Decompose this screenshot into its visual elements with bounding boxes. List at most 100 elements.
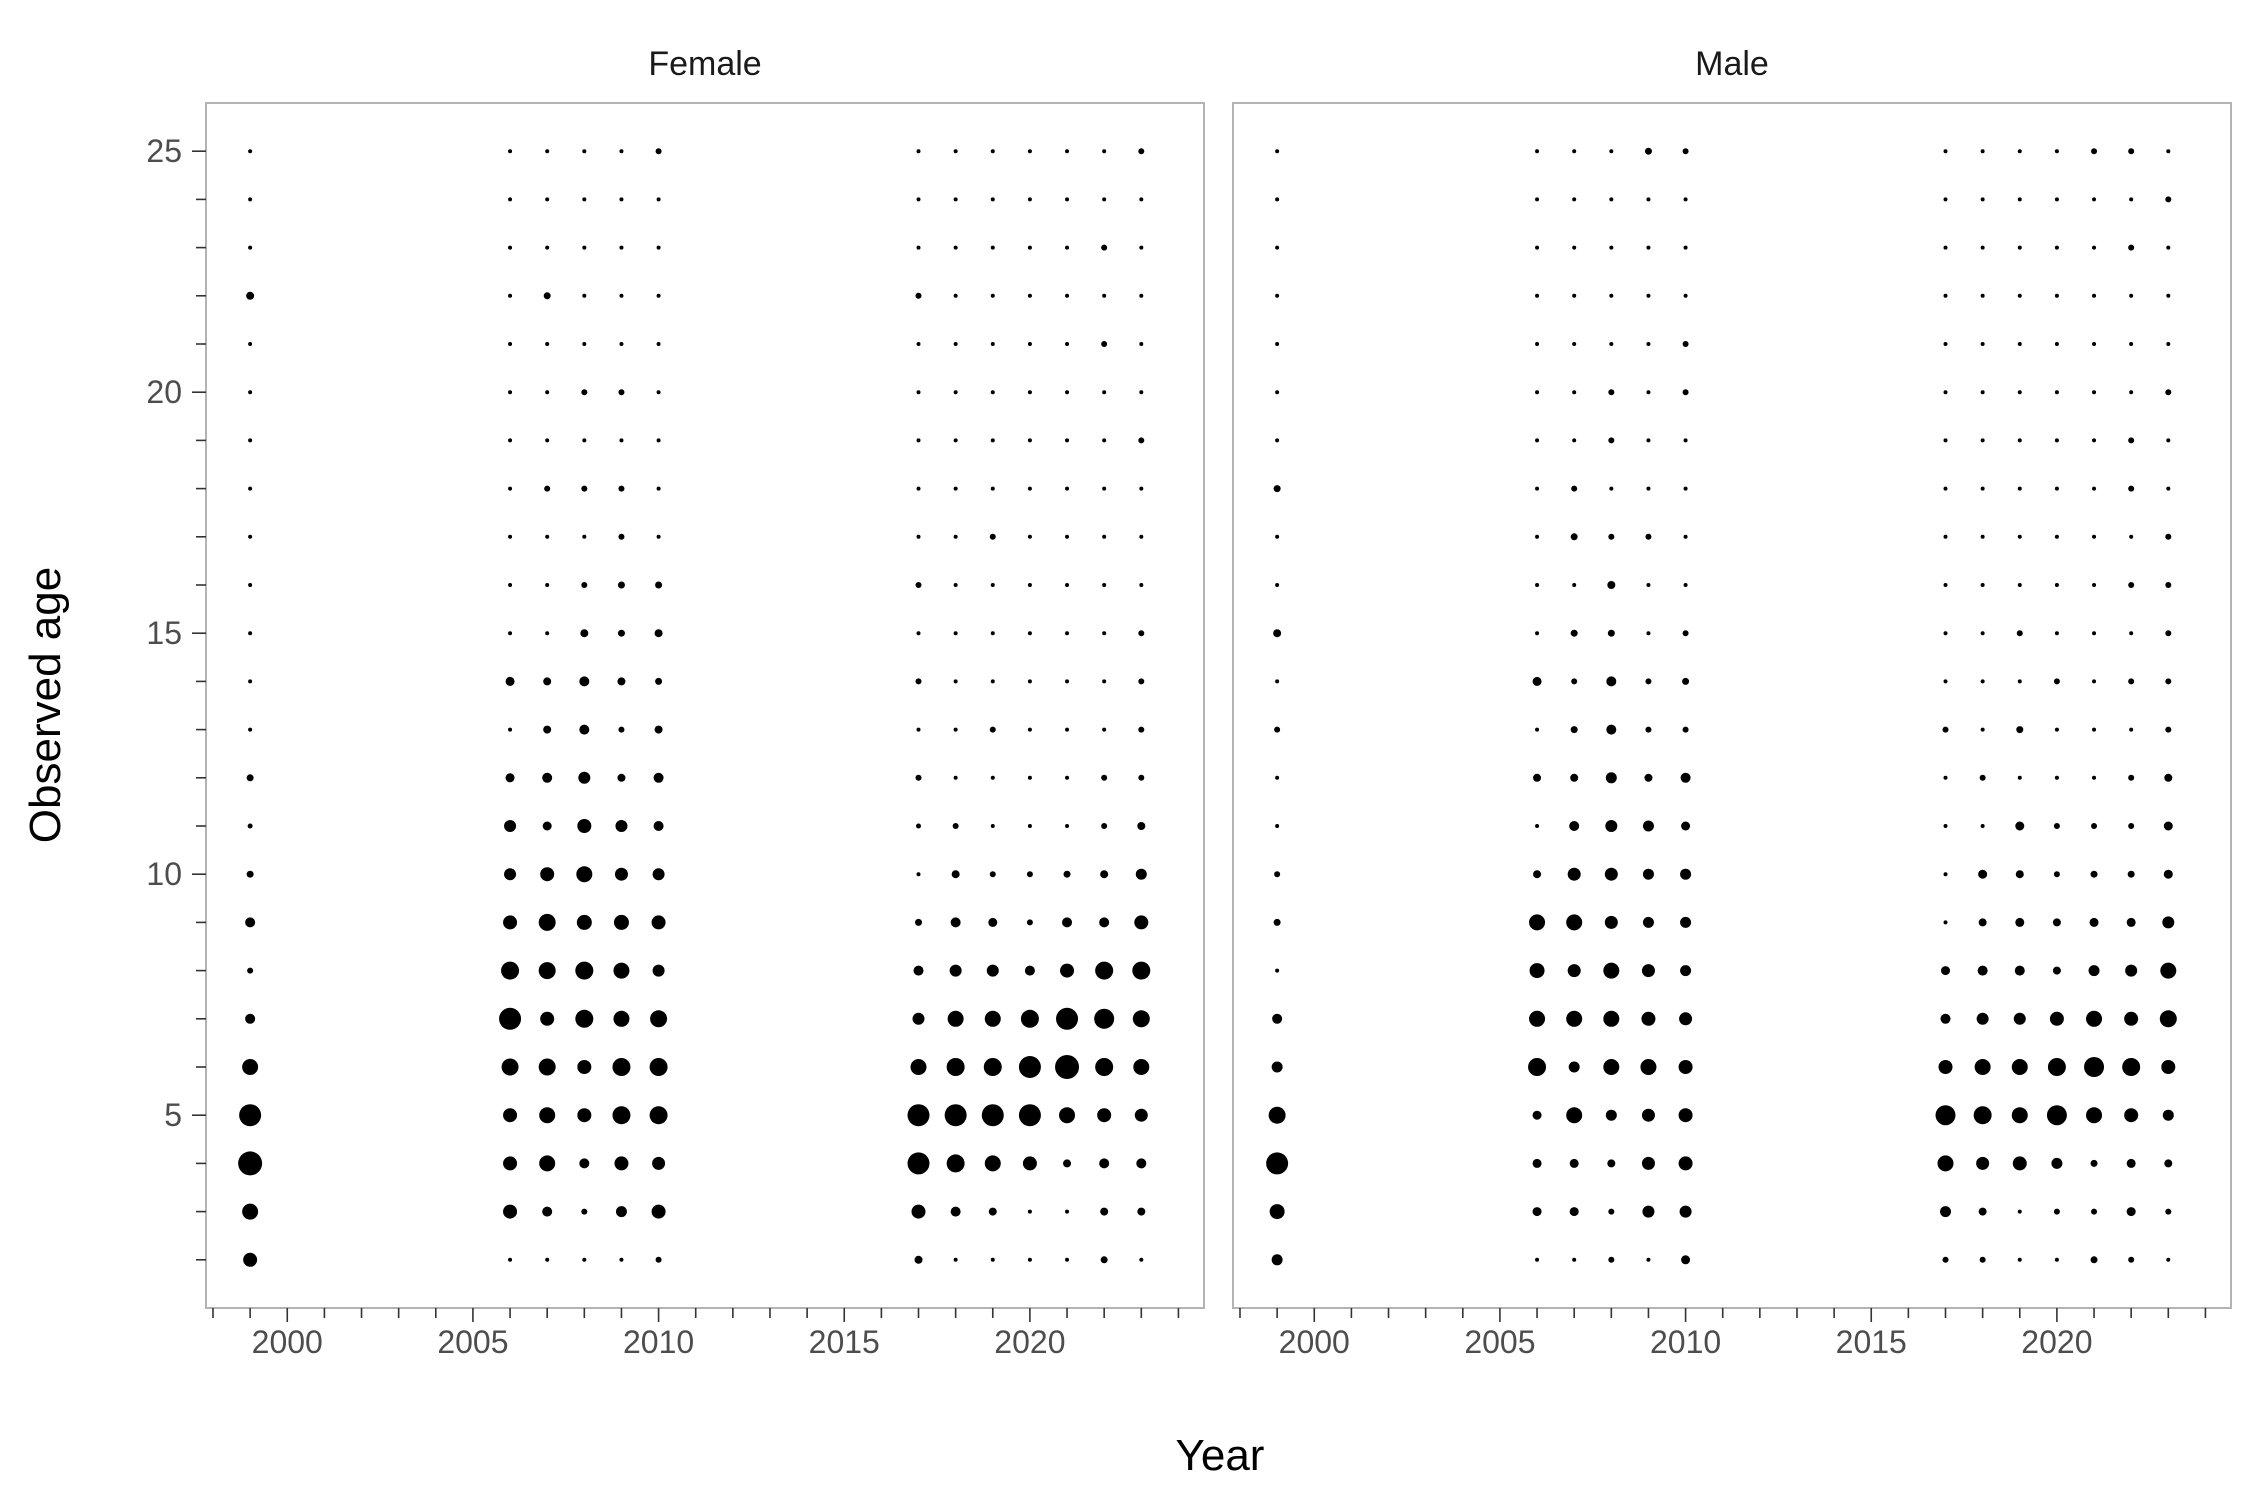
data-point bbox=[2166, 486, 2171, 491]
data-point bbox=[656, 390, 661, 395]
data-point bbox=[579, 1158, 590, 1169]
data-point bbox=[2128, 437, 2135, 444]
data-point bbox=[1609, 197, 1614, 202]
data-point bbox=[1102, 727, 1107, 732]
data-point bbox=[654, 629, 663, 638]
data-point bbox=[2054, 149, 2059, 154]
data-point bbox=[652, 964, 665, 977]
data-point bbox=[1942, 1256, 1949, 1263]
data-point bbox=[1641, 1011, 1656, 1026]
data-point bbox=[508, 438, 513, 443]
data-point bbox=[1646, 583, 1651, 587]
data-point bbox=[1978, 918, 1987, 927]
data-point bbox=[1022, 1156, 1037, 1171]
data-point bbox=[2129, 342, 2134, 346]
data-point bbox=[2053, 1208, 2060, 1215]
data-point bbox=[953, 534, 958, 539]
data-point bbox=[1943, 438, 1948, 443]
data-point bbox=[2016, 726, 2024, 734]
data-point bbox=[1641, 1108, 1655, 1122]
data-point bbox=[248, 342, 253, 346]
data-point bbox=[990, 293, 995, 298]
data-point bbox=[1572, 583, 1577, 587]
data-point bbox=[245, 917, 256, 928]
data-point bbox=[1943, 534, 1948, 539]
data-point bbox=[1102, 631, 1107, 636]
data-point bbox=[1065, 775, 1070, 780]
data-point bbox=[1273, 629, 1282, 638]
data-point bbox=[1940, 1206, 1952, 1218]
data-point bbox=[2163, 869, 2173, 879]
data-point bbox=[2128, 823, 2135, 829]
data-point bbox=[990, 583, 995, 587]
data-point bbox=[2092, 390, 2097, 395]
data-point bbox=[1572, 197, 1577, 202]
data-point bbox=[649, 1058, 668, 1076]
data-point bbox=[1138, 437, 1145, 444]
data-point bbox=[2011, 1107, 2028, 1124]
data-point bbox=[1604, 867, 1618, 881]
data-point bbox=[2091, 1208, 2098, 1215]
data-point bbox=[248, 197, 253, 202]
data-point bbox=[545, 390, 550, 395]
y-axis-title: Observed age bbox=[21, 567, 70, 843]
data-point bbox=[501, 1058, 519, 1076]
data-point bbox=[953, 293, 958, 298]
data-point bbox=[1136, 1158, 1147, 1169]
data-point bbox=[2129, 197, 2134, 202]
data-point bbox=[2017, 245, 2022, 250]
data-point bbox=[916, 823, 922, 829]
data-point bbox=[915, 582, 922, 588]
data-point bbox=[1535, 197, 1540, 202]
data-point bbox=[1065, 197, 1070, 202]
data-point bbox=[501, 961, 520, 980]
data-point bbox=[1266, 1152, 1289, 1175]
data-point bbox=[990, 390, 995, 395]
data-point bbox=[1976, 1156, 1990, 1170]
data-point bbox=[1027, 824, 1032, 828]
data-point bbox=[2047, 1058, 2066, 1076]
data-point bbox=[582, 149, 587, 154]
data-point bbox=[2017, 486, 2022, 491]
data-point bbox=[617, 629, 625, 637]
data-point bbox=[542, 772, 553, 783]
data-point bbox=[1678, 1108, 1693, 1123]
data-point bbox=[1139, 1257, 1144, 1262]
data-point bbox=[1273, 918, 1281, 926]
data-point bbox=[246, 291, 255, 300]
data-point bbox=[1065, 293, 1070, 298]
data-point bbox=[1139, 486, 1144, 491]
data-point bbox=[916, 534, 921, 539]
data-point bbox=[619, 1257, 624, 1262]
data-point bbox=[1646, 342, 1651, 346]
data-point bbox=[1018, 1056, 1041, 1078]
data-point bbox=[577, 1060, 592, 1074]
data-point bbox=[1943, 631, 1948, 636]
data-point bbox=[656, 438, 661, 443]
data-point bbox=[1937, 1155, 1954, 1172]
data-point bbox=[946, 1058, 965, 1076]
data-point bbox=[544, 485, 551, 492]
data-point bbox=[2090, 870, 2098, 878]
data-point bbox=[618, 726, 625, 733]
data-point bbox=[2165, 533, 2172, 540]
data-point bbox=[1569, 821, 1580, 831]
data-point bbox=[2164, 1159, 2173, 1168]
data-point bbox=[990, 1257, 995, 1262]
data-point bbox=[1027, 390, 1032, 395]
data-point bbox=[1679, 1012, 1693, 1026]
data-point bbox=[1645, 533, 1652, 540]
data-point bbox=[613, 914, 629, 930]
data-point bbox=[540, 1011, 555, 1026]
data-point bbox=[656, 197, 661, 202]
data-point bbox=[619, 293, 624, 298]
data-point bbox=[1027, 631, 1032, 636]
data-point bbox=[916, 631, 921, 636]
data-point bbox=[1063, 1159, 1072, 1168]
data-point bbox=[2127, 870, 2135, 878]
x-tick-label: 2010 bbox=[1650, 1324, 1721, 1360]
data-point bbox=[1642, 868, 1654, 880]
data-point bbox=[2054, 390, 2059, 395]
data-point bbox=[1532, 1110, 1542, 1120]
data-point bbox=[619, 149, 624, 154]
